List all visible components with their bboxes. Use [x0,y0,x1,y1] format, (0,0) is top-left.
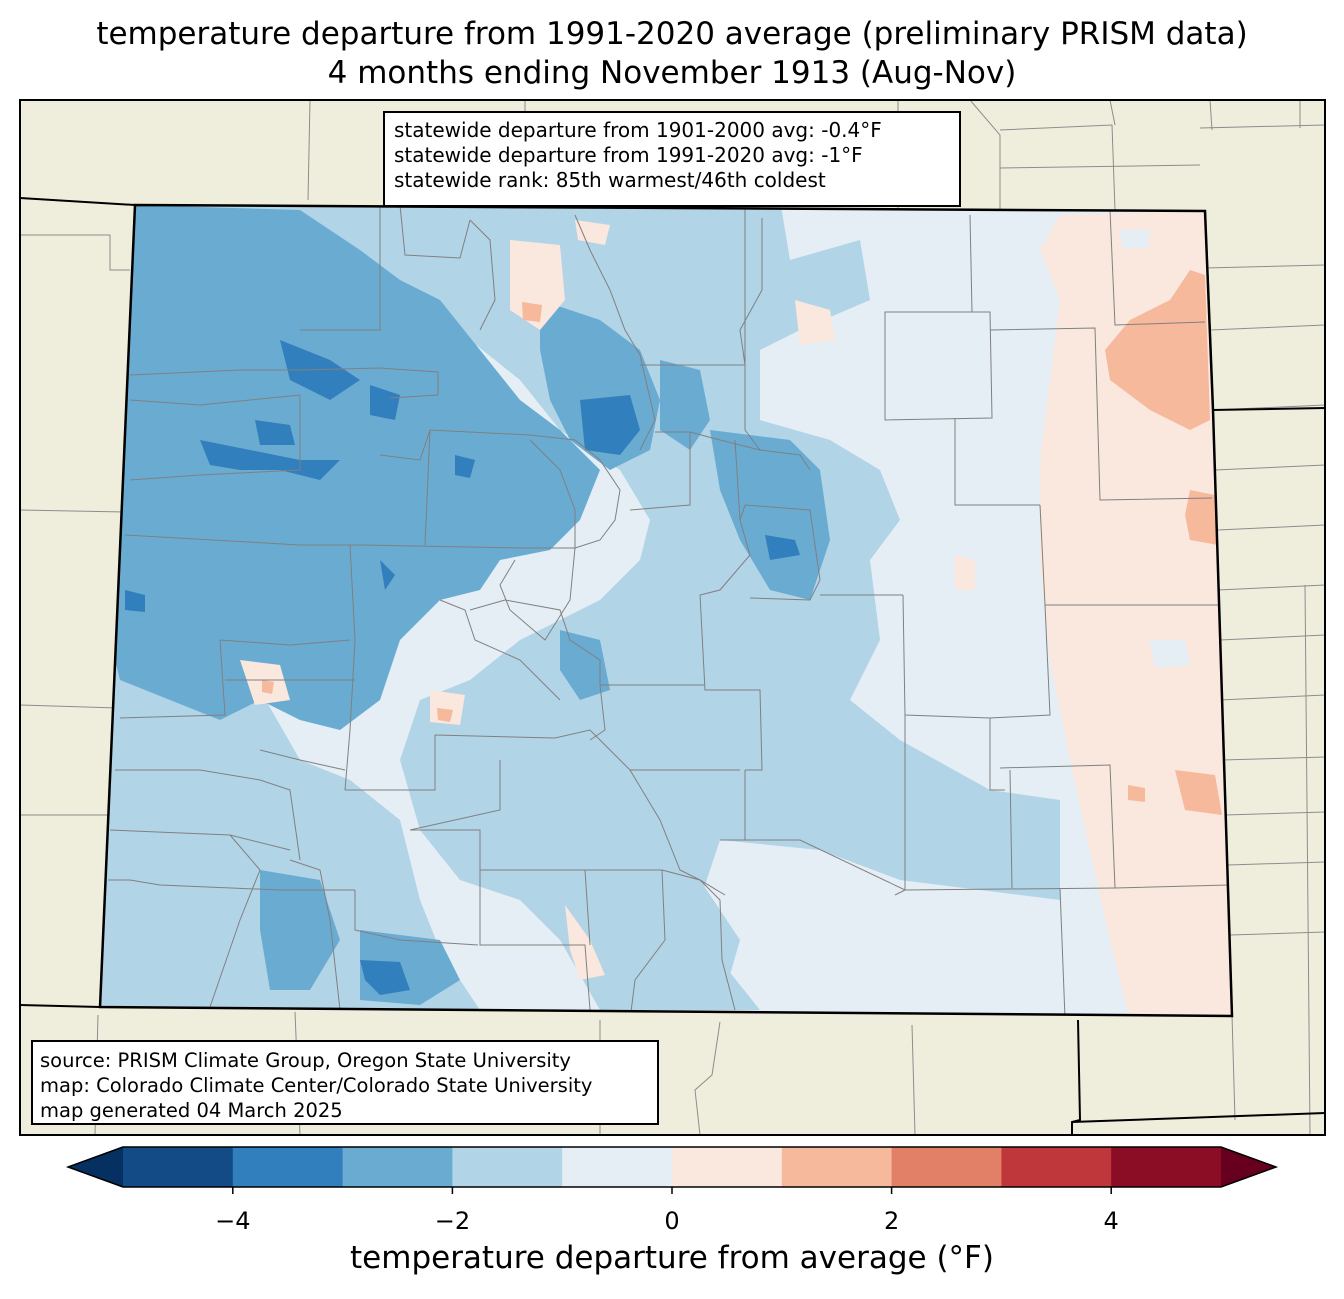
map-panel [19,99,1326,1136]
colorbar-tick-label: 4 [1104,1207,1119,1235]
source-box: source: PRISM Climate Group, Oregon Stat… [31,1040,659,1125]
colorbar-bin [1111,1147,1222,1187]
map-credit: map: Colorado Climate Center/Colorado St… [40,1074,593,1097]
colorbar-bin [232,1147,344,1187]
colorado-boundary [98,203,1234,1018]
colorbar-bin [891,1147,1002,1187]
colorbar-bin [452,1147,563,1187]
colorbar-tick-label: 2 [884,1207,899,1235]
generated-date: map generated 04 March 2025 [40,1099,343,1122]
colorbar-bin [123,1147,234,1187]
map-title: temperature departure from 1991-2020 ave… [96,16,1248,52]
colorbar-label: temperature departure from average (°F) [350,1240,994,1276]
colorbar-outline [65,1146,1279,1188]
colorbar-tick-label: 0 [664,1207,679,1235]
county-lines [108,205,1229,1016]
colorbar-bin [562,1147,673,1187]
map-subtitle: 4 months ending November 1913 (Aug-Nov) [327,55,1017,91]
colorbar-tick-label: −2 [435,1207,470,1235]
colorbar-tick-label: −4 [215,1207,250,1235]
colorbar-under-arrow [68,1147,123,1187]
temperature-field [100,205,1232,1016]
colorbar-bin [342,1147,453,1187]
colorbar-bins [123,1147,1222,1187]
colorbar: −4 −2 0 2 4 [65,1146,1279,1235]
statewide-stats-box: statewide departure from 1901-2000 avg: … [383,111,961,207]
source-credit: source: PRISM Climate Group, Oregon Stat… [40,1049,571,1072]
colorbar-bin [781,1147,893,1187]
stats-rank: statewide rank: 85th warmest/46th coldes… [394,168,826,192]
map-frame [19,99,1326,1136]
stats-departure-1901-2000: statewide departure from 1901-2000 avg: … [394,118,882,142]
colorbar-bin [1001,1147,1112,1187]
colorbar-over-arrow [1221,1147,1276,1187]
colorbar-ticks: −4 −2 0 2 4 [215,1187,1119,1235]
stats-departure-1991-2020: statewide departure from 1991-2020 avg: … [394,143,863,167]
colorbar-bin [672,1147,783,1187]
